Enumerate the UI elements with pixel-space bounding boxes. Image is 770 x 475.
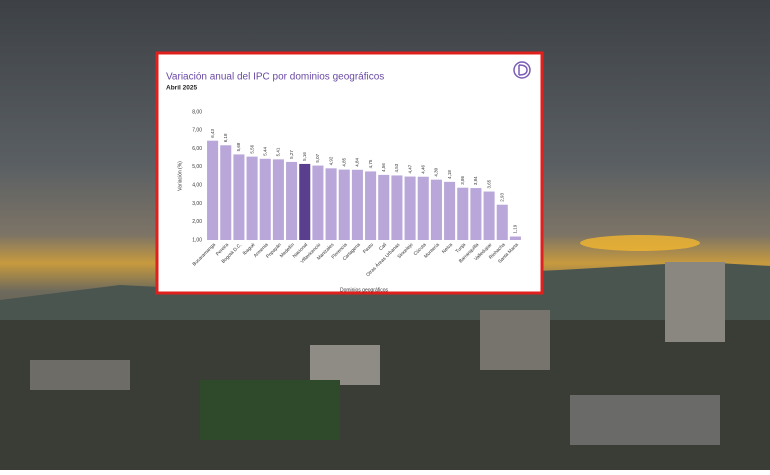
value-label: 2,93 <box>499 192 504 201</box>
sunset-glow <box>580 235 700 251</box>
value-label: 3,65 <box>486 179 491 188</box>
chart-title: Variación anual del IPC por dominios geo… <box>166 72 384 83</box>
bar <box>286 161 298 240</box>
value-label: 4,85 <box>341 157 346 166</box>
value-label: 4,56 <box>381 163 386 172</box>
value-label: 4,75 <box>368 159 373 168</box>
bar <box>220 145 232 240</box>
value-label: 4,18 <box>447 170 452 179</box>
building <box>570 395 720 445</box>
trees <box>200 380 340 440</box>
building <box>310 345 380 385</box>
value-label: 6,43 <box>210 128 215 137</box>
value-label: 5,68 <box>236 142 241 151</box>
value-label: 5,41 <box>276 147 281 156</box>
bar <box>233 154 245 240</box>
bar <box>351 169 363 240</box>
logo <box>513 61 531 79</box>
bar <box>457 187 469 240</box>
y-tick-label: 1,00 <box>192 237 202 243</box>
y-tick-label: 2,00 <box>192 219 202 225</box>
bar <box>417 176 429 240</box>
value-label: 5,16 <box>302 152 307 161</box>
bar <box>338 169 350 240</box>
bar <box>391 175 403 240</box>
mountains <box>0 262 770 330</box>
bar <box>496 204 508 240</box>
x-tick-label: Cali <box>378 242 388 252</box>
bar <box>483 191 495 240</box>
bar <box>444 181 456 240</box>
bar <box>299 163 311 240</box>
value-label: 3,86 <box>460 175 465 184</box>
value-label: 4,47 <box>407 164 412 173</box>
value-label: 4,30 <box>434 167 439 176</box>
building <box>30 360 130 390</box>
building <box>480 310 550 370</box>
bar <box>404 176 416 240</box>
bar <box>325 168 337 240</box>
logo-mark <box>518 64 528 76</box>
bar <box>259 158 271 240</box>
y-tick-label: 7,00 <box>192 128 202 134</box>
value-label: 5,56 <box>249 144 254 153</box>
value-label: 1,19 <box>513 224 518 233</box>
y-tick-label: 8,00 <box>192 109 202 115</box>
y-tick-label: 5,00 <box>192 164 202 170</box>
value-label: 4,92 <box>328 156 333 165</box>
value-label: 5,44 <box>262 147 267 156</box>
bar <box>272 159 284 240</box>
value-label: 3,84 <box>473 176 478 185</box>
bar <box>378 174 390 240</box>
bar <box>365 171 377 240</box>
value-label: 4,84 <box>355 158 360 167</box>
value-label: 4,46 <box>420 164 425 173</box>
y-tick-label: 4,00 <box>192 182 202 188</box>
bar <box>430 179 442 240</box>
value-label: 6,18 <box>223 133 228 142</box>
value-label: 5,07 <box>315 153 320 162</box>
y-tick-label: 6,00 <box>192 146 202 152</box>
bar <box>207 140 219 240</box>
y-axis-label: Variación (%) <box>177 161 183 191</box>
bar <box>470 188 482 240</box>
building <box>665 262 725 342</box>
bar <box>246 156 258 240</box>
y-tick-label: 3,00 <box>192 201 202 207</box>
value-label: 4,53 <box>394 163 399 172</box>
value-label: 5,27 <box>289 150 294 159</box>
bar <box>509 236 521 240</box>
bar <box>312 165 324 240</box>
x-axis-label: Dominios geográficos <box>340 287 389 293</box>
chart-subtitle: Abril 2025 <box>166 85 197 92</box>
